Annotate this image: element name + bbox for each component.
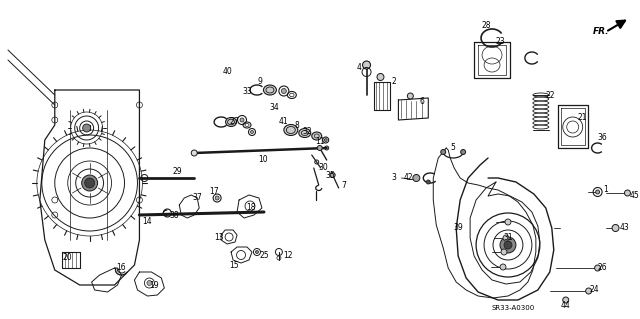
- Text: 28: 28: [481, 20, 491, 29]
- Text: SR33-A0300: SR33-A0300: [491, 305, 534, 311]
- Circle shape: [377, 73, 384, 80]
- Text: 22: 22: [545, 91, 554, 100]
- Circle shape: [596, 190, 600, 194]
- Circle shape: [82, 175, 98, 191]
- Text: 41: 41: [279, 116, 289, 125]
- Ellipse shape: [264, 85, 276, 95]
- Circle shape: [215, 196, 219, 200]
- Circle shape: [612, 225, 619, 232]
- Circle shape: [505, 219, 511, 225]
- Text: 44: 44: [561, 300, 571, 309]
- Text: 7: 7: [341, 181, 346, 189]
- Text: 12: 12: [283, 250, 292, 259]
- Circle shape: [413, 174, 420, 182]
- Text: 3: 3: [391, 174, 396, 182]
- Circle shape: [255, 250, 259, 254]
- Text: 27: 27: [229, 116, 239, 125]
- Text: 39: 39: [453, 224, 463, 233]
- Circle shape: [324, 138, 327, 142]
- Circle shape: [500, 264, 506, 270]
- Text: 13: 13: [214, 234, 224, 242]
- Text: 25: 25: [259, 250, 269, 259]
- Text: 18: 18: [246, 204, 256, 212]
- Circle shape: [282, 88, 286, 93]
- Circle shape: [317, 145, 322, 151]
- Circle shape: [501, 249, 507, 255]
- Circle shape: [586, 288, 591, 294]
- Text: 5: 5: [451, 143, 456, 152]
- Text: 29: 29: [172, 167, 182, 175]
- Text: 45: 45: [630, 190, 639, 199]
- Text: 26: 26: [598, 263, 607, 272]
- Ellipse shape: [284, 124, 298, 136]
- Text: 40: 40: [222, 66, 232, 76]
- Circle shape: [330, 173, 335, 177]
- Circle shape: [147, 280, 152, 286]
- Circle shape: [441, 150, 445, 154]
- Text: 9: 9: [257, 77, 262, 85]
- Text: 19: 19: [150, 281, 159, 291]
- Circle shape: [408, 93, 413, 99]
- Text: 14: 14: [143, 218, 152, 226]
- Circle shape: [504, 241, 512, 249]
- Circle shape: [240, 118, 244, 122]
- Text: 17: 17: [209, 187, 219, 196]
- Text: 15: 15: [229, 261, 239, 270]
- Text: 8: 8: [294, 121, 299, 130]
- Text: 37: 37: [193, 194, 202, 203]
- Text: 43: 43: [620, 224, 629, 233]
- Text: 2: 2: [391, 78, 396, 86]
- Text: 34: 34: [269, 103, 279, 113]
- Text: 1: 1: [604, 184, 608, 194]
- Text: 24: 24: [590, 286, 600, 294]
- Text: 31: 31: [503, 234, 513, 242]
- Circle shape: [625, 190, 630, 196]
- Text: 10: 10: [258, 154, 268, 164]
- Text: 4: 4: [357, 63, 362, 72]
- Text: 16: 16: [116, 263, 125, 272]
- Circle shape: [250, 130, 253, 133]
- Circle shape: [595, 265, 600, 271]
- Circle shape: [362, 61, 371, 69]
- Circle shape: [461, 150, 466, 154]
- Text: 42: 42: [404, 174, 413, 182]
- Text: 30: 30: [319, 164, 328, 173]
- Text: 6: 6: [420, 97, 425, 106]
- Text: 38: 38: [170, 211, 179, 219]
- Text: 23: 23: [495, 36, 505, 46]
- Ellipse shape: [299, 129, 311, 137]
- Circle shape: [83, 124, 91, 132]
- Circle shape: [500, 237, 516, 253]
- Text: 21: 21: [578, 114, 588, 122]
- Text: 11: 11: [315, 137, 324, 145]
- Text: 33: 33: [242, 86, 252, 95]
- Circle shape: [563, 297, 569, 303]
- Circle shape: [191, 150, 197, 156]
- Text: 32: 32: [302, 127, 312, 136]
- Text: FR.: FR.: [593, 27, 609, 36]
- Ellipse shape: [225, 117, 237, 127]
- Circle shape: [84, 178, 95, 188]
- Ellipse shape: [312, 132, 322, 140]
- Text: 36: 36: [598, 133, 607, 143]
- Circle shape: [503, 235, 509, 241]
- Text: 20: 20: [63, 254, 72, 263]
- Text: 35: 35: [326, 170, 335, 180]
- Circle shape: [426, 180, 430, 184]
